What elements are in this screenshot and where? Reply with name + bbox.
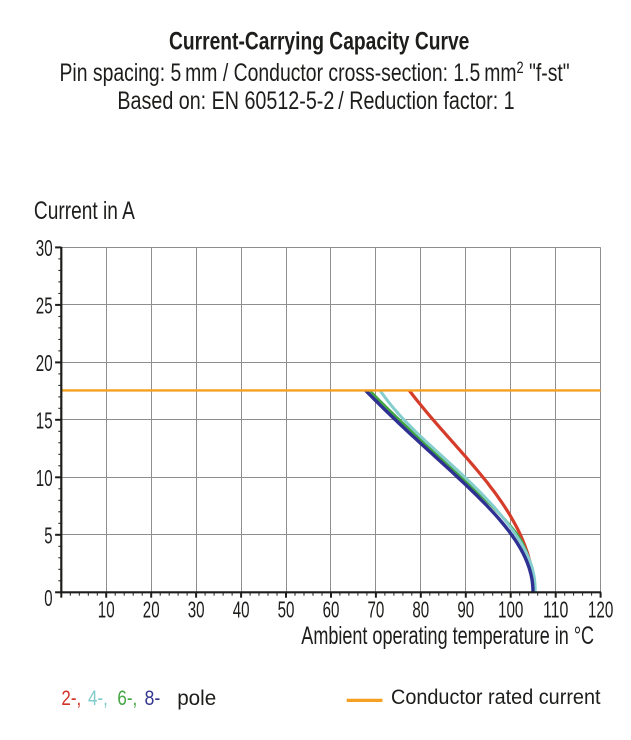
svg-text:50: 50 xyxy=(278,597,295,623)
svg-text:30: 30 xyxy=(188,597,205,623)
svg-text:8-: 8- xyxy=(145,687,161,711)
svg-text:Conductor rated current: Conductor rated current xyxy=(391,687,601,710)
svg-text:5: 5 xyxy=(44,523,52,549)
svg-text:2-,: 2-, xyxy=(61,687,81,710)
svg-text:6-,: 6-, xyxy=(117,687,137,710)
svg-text:Current-Carrying Capacity Curv: Current-Carrying Capacity Curve xyxy=(169,27,469,55)
svg-text:10: 10 xyxy=(98,597,115,623)
svg-text:20: 20 xyxy=(36,351,53,377)
svg-text:15: 15 xyxy=(36,408,53,434)
svg-text:10: 10 xyxy=(36,466,53,492)
svg-text:25: 25 xyxy=(36,293,53,319)
svg-text:90: 90 xyxy=(457,597,474,623)
svg-text:60: 60 xyxy=(323,597,340,623)
svg-text:Current in A: Current in A xyxy=(34,197,135,225)
svg-text:40: 40 xyxy=(233,597,250,623)
svg-text:Based on: EN 60512-5-2 / Reduc: Based on: EN 60512-5-2 / Reduction facto… xyxy=(117,87,514,115)
svg-text:120: 120 xyxy=(588,597,613,623)
svg-text:30: 30 xyxy=(36,236,53,262)
svg-text:4-,: 4-, xyxy=(88,687,108,710)
svg-text:80: 80 xyxy=(412,597,429,623)
svg-text:100: 100 xyxy=(498,597,523,623)
svg-text:Pin spacing: 5 mm / Conductor: Pin spacing: 5 mm / Conductor cross-sect… xyxy=(60,59,570,87)
svg-text:0: 0 xyxy=(44,586,52,612)
svg-text:70: 70 xyxy=(368,597,385,623)
svg-text:20: 20 xyxy=(143,597,160,623)
svg-text:Ambient operating temperature: Ambient operating temperature in °C xyxy=(301,621,594,650)
svg-text:110: 110 xyxy=(543,597,568,623)
svg-text:pole: pole xyxy=(177,687,216,710)
